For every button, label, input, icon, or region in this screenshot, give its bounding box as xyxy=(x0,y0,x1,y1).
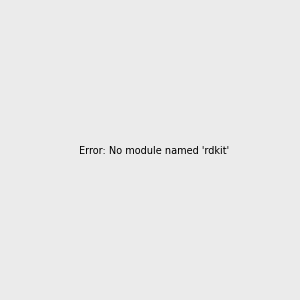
Text: Error: No module named 'rdkit': Error: No module named 'rdkit' xyxy=(79,146,229,157)
